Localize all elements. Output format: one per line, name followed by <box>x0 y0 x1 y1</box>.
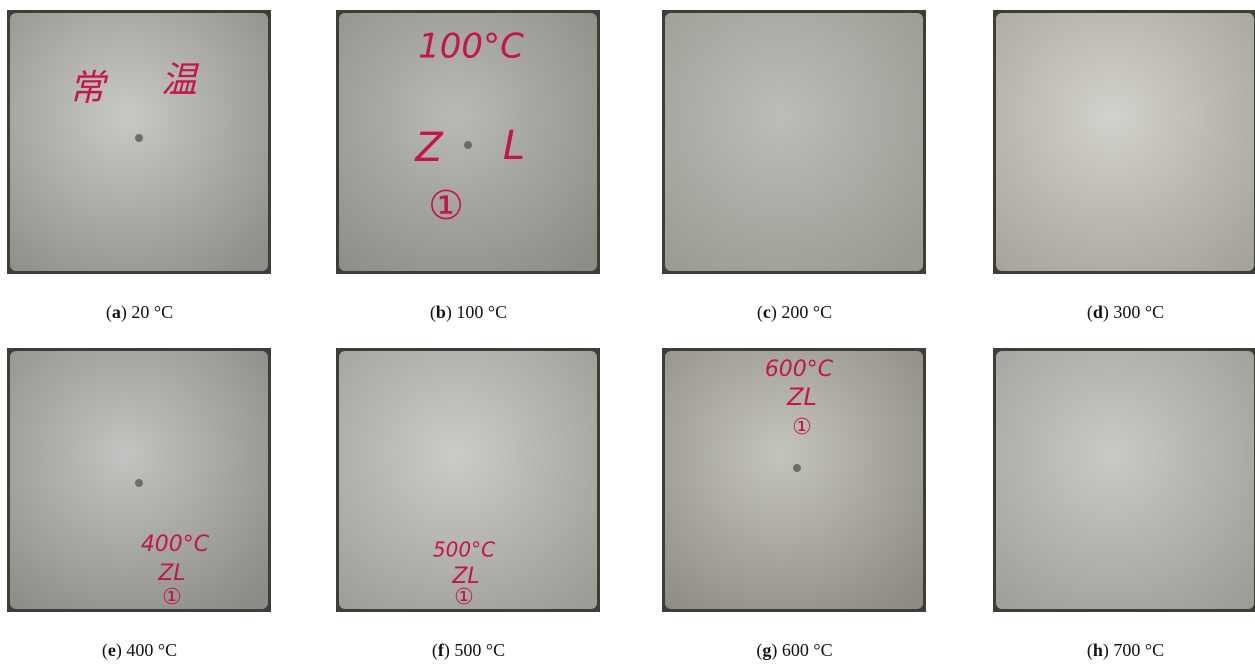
specimen-photo: 常温 <box>7 10 271 274</box>
caption-letter: c <box>763 302 771 322</box>
specimen-surface <box>996 351 1254 609</box>
caption-letter: b <box>436 302 446 322</box>
caption: (g) 600 °C <box>662 640 927 661</box>
specimen-surface <box>996 13 1254 271</box>
handwriting: L <box>503 123 525 169</box>
specimen-photo: 600°CZL ① <box>662 348 926 612</box>
handwriting: 400°C <box>141 532 210 557</box>
caption-letter: e <box>108 640 116 660</box>
caption: (f) 500 °C <box>336 640 601 661</box>
handwriting: 温 <box>161 60 200 101</box>
handwriting: ZL <box>786 383 817 411</box>
caption-text: ) 600 °C <box>771 640 832 660</box>
handwriting: ① <box>792 415 812 440</box>
caption: (c) 200 °C <box>662 302 927 323</box>
caption-letter: h <box>1093 640 1103 660</box>
center-hole <box>135 134 143 142</box>
figure: 常温(a) 20 °C100°CZL①(b) 100 °C(c) 200 °C(… <box>0 0 1255 671</box>
specimen-photo <box>662 10 926 274</box>
specimen-photo: 100°C Z L① <box>336 10 600 274</box>
handwriting: 100°C <box>418 27 524 67</box>
caption-text: ) 500 °C <box>444 640 505 660</box>
handwriting: ① <box>162 585 182 610</box>
center-hole <box>464 141 472 149</box>
caption-text: ) 300 °C <box>1103 302 1164 322</box>
caption-text: ) 700 °C <box>1103 640 1164 660</box>
caption-text: ) 200 °C <box>771 302 832 322</box>
handwriting: ① <box>428 183 464 229</box>
caption-text: ) 20 °C <box>121 302 173 322</box>
center-hole <box>793 464 801 472</box>
caption: (b) 100 °C <box>336 302 601 323</box>
handwriting: ① <box>454 585 474 610</box>
caption-text: ) 400 °C <box>116 640 177 660</box>
caption-letter: a <box>112 302 121 322</box>
caption: (h) 700 °C <box>993 640 1255 661</box>
handwriting: Z <box>414 125 444 171</box>
caption: (a) 20 °C <box>7 302 272 323</box>
handwriting: ZL <box>157 561 185 586</box>
specimen-photo <box>993 10 1255 274</box>
caption: (d) 300 °C <box>993 302 1255 323</box>
caption: (e) 400 °C <box>7 640 272 661</box>
caption-letter: d <box>1093 302 1103 322</box>
handwriting: 600°C <box>765 357 834 382</box>
specimen-surface <box>665 13 923 271</box>
handwriting: 500°C <box>433 538 495 562</box>
center-hole <box>135 479 143 487</box>
specimen-photo: 400°C ZL① <box>7 348 271 612</box>
specimen-photo <box>993 348 1255 612</box>
handwriting: 常 <box>69 68 109 109</box>
caption-text: ) 100 °C <box>446 302 507 322</box>
